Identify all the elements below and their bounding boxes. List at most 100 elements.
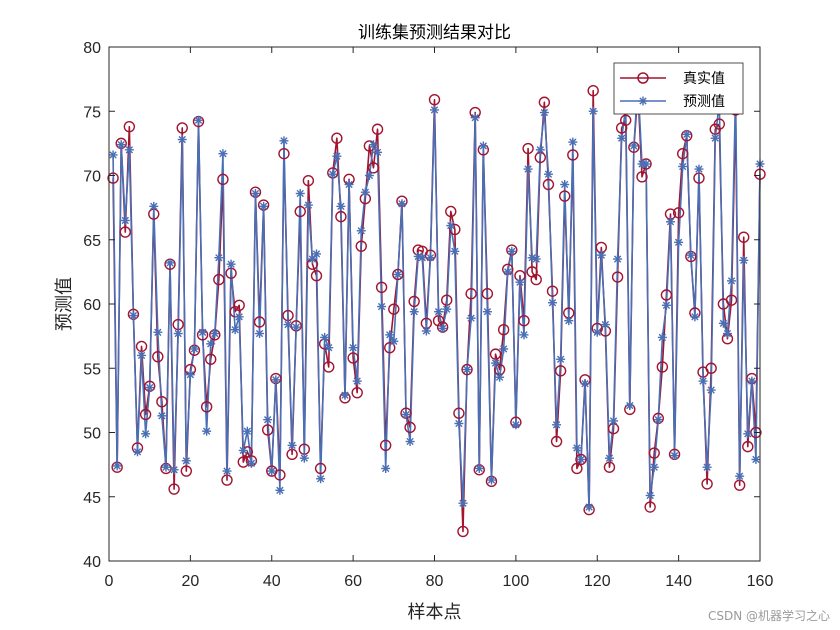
data-point-pred (141, 429, 151, 439)
data-point-truth (302, 174, 315, 187)
data-point-pred (295, 188, 305, 198)
data-point-pred (137, 350, 147, 360)
data-point-pred (580, 379, 590, 389)
data-point-truth (676, 147, 689, 160)
data-point-pred (177, 135, 187, 145)
data-point-pred (299, 453, 309, 463)
data-point-pred (287, 440, 297, 450)
data-point-truth (323, 361, 335, 373)
data-point-pred (491, 358, 501, 368)
y-tick-label: 65 (83, 233, 101, 250)
data-point-pred (328, 169, 338, 179)
data-point-pred (446, 221, 456, 231)
data-point-truth (620, 114, 632, 126)
data-point-pred (430, 105, 439, 115)
x-tick-label: 120 (584, 573, 611, 590)
data-point-pred (401, 410, 411, 420)
data-point-truth (648, 447, 660, 459)
data-point-pred (629, 141, 639, 151)
data-point-pred (722, 329, 732, 339)
data-point-pred (515, 277, 525, 287)
x-tick-label: 60 (344, 573, 362, 590)
legend-asterisk (638, 96, 648, 106)
data-point-pred (393, 269, 403, 279)
data-point-pred (108, 150, 118, 160)
data-point-pred (543, 169, 553, 179)
data-point-pred (165, 258, 175, 268)
data-point-pred (450, 246, 460, 256)
data-point-pred (694, 164, 704, 174)
data-point-pred (604, 453, 614, 463)
data-point-pred (409, 307, 419, 317)
data-point-truth (644, 501, 656, 513)
data-point-pred (584, 502, 594, 512)
data-point-truth (384, 341, 396, 354)
data-point-truth (367, 162, 380, 174)
legend: 真实值 预测值 (613, 62, 744, 115)
data-point-pred (267, 466, 277, 476)
data-point-truth (713, 118, 726, 130)
data-point-truth (388, 303, 400, 315)
data-point-pred (568, 137, 578, 147)
data-point-pred (161, 462, 171, 472)
data-point-pred (194, 115, 204, 125)
y-tick-label: 55 (83, 361, 101, 378)
data-point-truth (335, 210, 347, 223)
data-point-pred (230, 325, 240, 335)
data-point-pred (678, 162, 688, 172)
data-point-truth (546, 285, 559, 297)
data-point-truth (355, 240, 367, 252)
data-point-pred (458, 498, 468, 508)
data-point-truth (168, 483, 180, 495)
data-point-pred (340, 390, 350, 400)
data-point-truth (538, 96, 551, 108)
data-point-truth (457, 525, 469, 538)
data-point-pred (674, 237, 684, 247)
data-point-truth (294, 205, 306, 218)
data-point-pred (250, 188, 260, 198)
data-point-pred (478, 141, 488, 151)
data-point-truth (253, 316, 266, 328)
data-point-truth (156, 395, 168, 408)
data-point-truth (331, 132, 343, 144)
data-point-truth (217, 173, 229, 186)
data-point-pred (519, 330, 529, 340)
data-point-pred (474, 463, 484, 473)
data-point-pred (592, 327, 602, 337)
data-point-pred (682, 129, 692, 139)
data-point-pred (710, 133, 720, 143)
data-point-pred (149, 201, 159, 211)
data-point-pred (657, 332, 667, 342)
data-point-pred (116, 140, 126, 150)
data-point-pred (316, 474, 326, 484)
data-point-pred (348, 343, 358, 353)
data-point-truth (119, 226, 131, 238)
data-point-pred (507, 246, 517, 256)
data-point-pred (181, 456, 191, 466)
data-point-pred (157, 411, 167, 421)
data-point-pred (356, 226, 366, 236)
data-point-pred (425, 253, 435, 263)
data-point-pred (556, 354, 566, 364)
data-point-truth (375, 281, 388, 293)
watermark: CSDN @机器学习之心 (707, 609, 830, 623)
data-point-truth (449, 223, 461, 236)
data-point-truth (379, 439, 392, 452)
series-markers-pred (108, 78, 765, 512)
chart-title: 训练集预测结果对比 (358, 23, 511, 43)
data-point-pred (486, 475, 496, 485)
data-point-truth (518, 315, 530, 327)
data-point-pred (523, 164, 533, 174)
data-point-pred (189, 344, 199, 354)
data-point-pred (312, 249, 322, 259)
data-point-truth (554, 365, 567, 377)
data-point-pred (344, 179, 354, 189)
data-point-pred (360, 187, 370, 197)
data-point-pred (202, 426, 212, 436)
data-point-truth (404, 421, 416, 434)
data-point-truth (567, 149, 579, 161)
data-point-pred (690, 312, 700, 322)
data-point-truth (152, 350, 164, 363)
data-point-pred (482, 307, 492, 317)
